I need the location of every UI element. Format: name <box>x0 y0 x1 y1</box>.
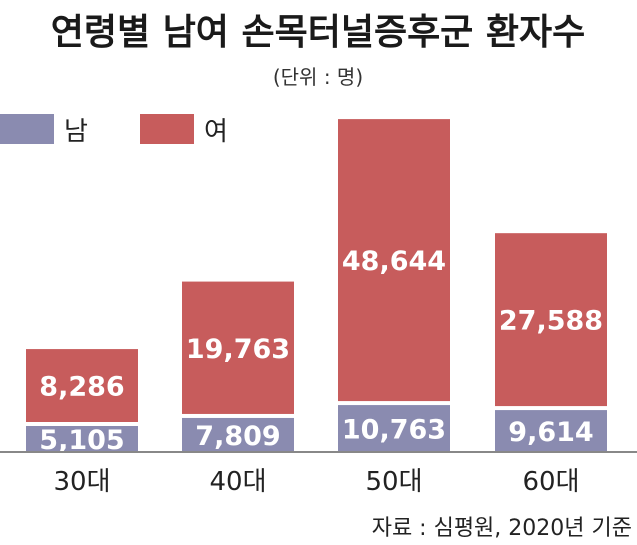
legend: 남 여 <box>0 114 228 147</box>
bar-label-female-3: 27,588 <box>499 306 603 337</box>
bar-label-male-0: 5,105 <box>39 425 124 456</box>
bar-label-male-1: 7,809 <box>195 421 280 452</box>
legend-label-male: 남 <box>64 117 88 147</box>
legend-label-female: 여 <box>204 117 228 147</box>
bar-label-male-3: 9,614 <box>508 417 593 448</box>
x-tick-label-0: 30대 <box>53 467 110 497</box>
x-axis-ticks: 30대 40대 50대 60대 <box>53 467 579 497</box>
legend-swatch-female <box>140 114 194 144</box>
bar-female-2 <box>338 119 450 402</box>
bar-male-3 <box>495 410 607 452</box>
x-tick-label-2: 50대 <box>365 467 422 497</box>
bar-label-male-2: 10,763 <box>342 415 446 446</box>
chart-title: 연령별 남여 손목터널증후군 환자수 <box>51 12 585 53</box>
bar-label-female-0: 8,286 <box>39 372 124 403</box>
x-tick-label-3: 60대 <box>522 467 579 497</box>
bar-male-2 <box>338 405 450 452</box>
bar-female-0 <box>26 349 138 422</box>
legend-swatch-male <box>0 114 54 144</box>
bar-female-3 <box>495 233 607 407</box>
bar-label-female-2: 48,644 <box>342 246 446 277</box>
bar-female-1 <box>182 281 294 414</box>
bar-label-female-1: 19,763 <box>186 334 290 365</box>
bars-group: 5,105 8,286 7,809 19,763 10,763 48,644 9,614 27… <box>26 119 607 456</box>
bar-male-1 <box>182 417 294 452</box>
source-note: 자료 : 심평원, 2020년 기준 <box>372 516 632 541</box>
bar-male-0 <box>26 426 138 452</box>
unit-label: (단위 : 명) <box>273 65 363 89</box>
x-tick-label-1: 40대 <box>209 467 266 497</box>
